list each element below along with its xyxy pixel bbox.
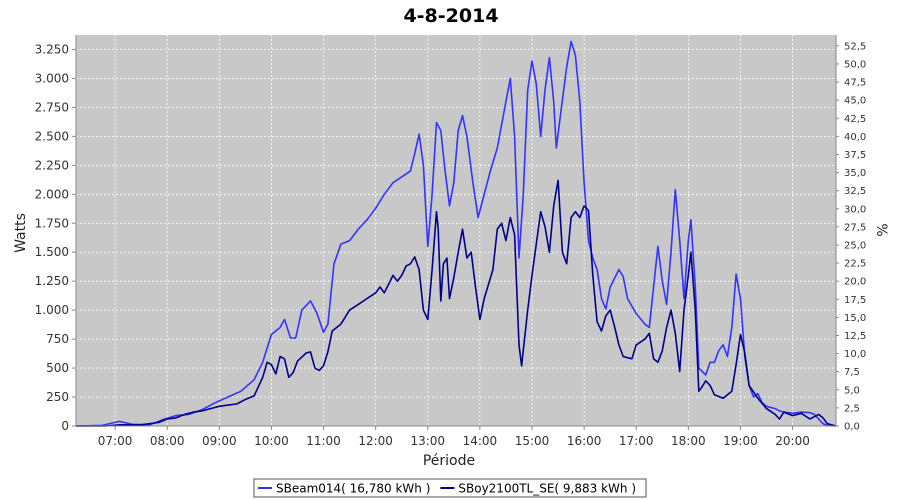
y-tick-label: 500 <box>46 361 69 375</box>
x-tick-label: 07:00 <box>98 434 133 448</box>
y2-tick-label: 25,0 <box>844 240 866 251</box>
y2-tick-label: 47,5 <box>844 78 866 89</box>
y2-tick-label: 0,0 <box>844 422 860 433</box>
legend-label-1: SBeam014( 16,780 kWh ) <box>276 482 430 496</box>
x-tick-label: 14:00 <box>463 434 498 448</box>
y2-tick-label: 37,5 <box>844 150 866 161</box>
y-tick-label: 2.500 <box>35 129 69 143</box>
x-axis: 07:00 08:00 09:00 10:00 11:00 12:00 13:00 14:00… <box>76 425 836 448</box>
y-tick-label: 750 <box>46 332 69 346</box>
x-tick-label: 11:00 <box>306 434 341 448</box>
y2-tick-label: 2,5 <box>844 403 860 414</box>
y2-tick-label: 5,0 <box>844 385 860 396</box>
x-tick-label: 19:00 <box>723 434 758 448</box>
y-tick-label: 3.250 <box>35 42 69 56</box>
y-tick-label: 2.250 <box>35 158 69 172</box>
legend: SBeam014( 16,780 kWh ) SBoy2100TL_SE( 9,8… <box>253 478 647 498</box>
y-axis-right: 0,0 2,5 5,0 7,5 10,0 12,5 15,0 17,5 20,0 22,5 25,0… <box>835 35 866 433</box>
plot-area <box>76 35 836 426</box>
series-line-1 <box>75 40 837 427</box>
y2-tick-label: 27,5 <box>844 222 866 233</box>
chart-title: 4-8-2014 <box>403 5 498 27</box>
y2-tick-label: 22,5 <box>844 259 866 270</box>
legend-label-2: SBoy2100TL_SE( 9,883 kWh ) <box>458 482 636 496</box>
y2-tick-label: 12,5 <box>844 331 866 342</box>
x-tick-label: 08:00 <box>150 434 185 448</box>
y2-axis-label: % <box>873 223 889 236</box>
y-axis-left: 0 250 500 750 1.000 1.250 1.500 1.750 2.000 2.250… <box>35 35 77 433</box>
y-tick-label: 2.000 <box>35 187 69 201</box>
grid-lines <box>76 35 836 427</box>
y-tick-label: 1.750 <box>35 216 69 230</box>
x-axis-label: Période <box>423 453 475 469</box>
x-tick-label: 20:00 <box>775 434 810 448</box>
y-tick-label: 1.000 <box>35 303 69 317</box>
x-tick-label: 12:00 <box>358 434 393 448</box>
y2-tick-label: 52,5 <box>844 41 866 52</box>
y-tick-label: 0 <box>61 419 69 433</box>
y2-tick-label: 20,0 <box>844 277 866 288</box>
y-tick-label: 1.500 <box>35 245 69 259</box>
x-tick-label: 16:00 <box>567 434 602 448</box>
y-tick-label: 3.000 <box>35 71 69 85</box>
y2-tick-label: 45,0 <box>844 96 866 107</box>
x-tick-label: 18:00 <box>671 434 706 448</box>
y2-tick-label: 40,0 <box>844 132 866 143</box>
x-tick-label: 15:00 <box>515 434 550 448</box>
x-tick-label: 13:00 <box>410 434 445 448</box>
x-tick-label: 17:00 <box>619 434 654 448</box>
y2-tick-label: 7,5 <box>844 367 860 378</box>
series-line-2 <box>76 179 837 427</box>
y2-tick-label: 42,5 <box>844 114 866 125</box>
x-tick-label: 09:00 <box>202 434 237 448</box>
y2-tick-label: 15,0 <box>844 313 866 324</box>
y-tick-label: 2.750 <box>35 100 69 114</box>
y2-tick-label: 50,0 <box>844 59 866 70</box>
y2-tick-label: 10,0 <box>844 349 866 360</box>
y2-tick-label: 35,0 <box>844 168 866 179</box>
y-tick-label: 250 <box>46 390 69 404</box>
y-axis-label: Watts <box>13 213 29 253</box>
y2-tick-label: 17,5 <box>844 295 866 306</box>
x-tick-label: 10:00 <box>254 434 289 448</box>
y2-tick-label: 32,5 <box>844 186 866 197</box>
series-lines <box>75 40 837 427</box>
y-tick-label: 1.250 <box>35 274 69 288</box>
y2-tick-label: 30,0 <box>844 204 866 215</box>
